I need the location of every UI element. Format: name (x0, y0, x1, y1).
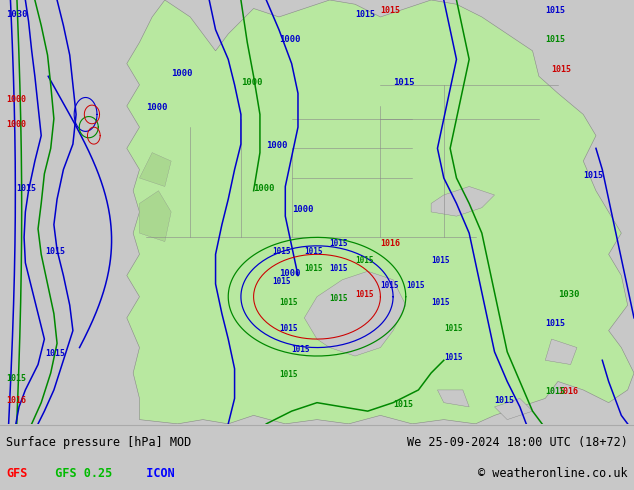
Polygon shape (495, 398, 533, 419)
Text: 1015: 1015 (545, 319, 566, 328)
Text: © weatheronline.co.uk: © weatheronline.co.uk (478, 467, 628, 480)
Polygon shape (304, 271, 406, 356)
Text: 1015: 1015 (380, 281, 399, 290)
Polygon shape (545, 339, 577, 365)
Text: 1000: 1000 (266, 141, 288, 150)
Text: 1015: 1015 (273, 277, 291, 286)
Text: 1015: 1015 (330, 294, 348, 303)
Text: 1015: 1015 (46, 247, 66, 256)
Text: 1015: 1015 (545, 387, 566, 396)
Text: 1015: 1015 (444, 323, 462, 333)
Text: 1015: 1015 (279, 298, 297, 307)
Text: 1015: 1015 (330, 264, 348, 273)
Polygon shape (127, 0, 634, 424)
Text: Surface pressure [hPa] MOD: Surface pressure [hPa] MOD (6, 436, 191, 449)
Text: 1000: 1000 (254, 184, 275, 193)
Text: 1000: 1000 (6, 120, 27, 129)
Text: 1015: 1015 (545, 6, 566, 15)
Text: 1015: 1015 (431, 298, 450, 307)
Polygon shape (139, 152, 171, 187)
Text: 1015: 1015 (355, 256, 373, 265)
Text: 1016: 1016 (380, 239, 401, 248)
Text: 1000: 1000 (279, 35, 301, 45)
Text: 1000: 1000 (279, 269, 301, 277)
Text: 1015: 1015 (279, 323, 297, 333)
Text: 1015: 1015 (273, 247, 291, 256)
Text: 1000: 1000 (292, 205, 313, 214)
Text: 1015: 1015 (6, 374, 27, 384)
Text: We 25-09-2024 18:00 UTC (18+72): We 25-09-2024 18:00 UTC (18+72) (407, 436, 628, 449)
Polygon shape (139, 191, 171, 242)
Text: 1015: 1015 (545, 35, 566, 45)
Text: 1016: 1016 (558, 387, 578, 396)
Text: 1015: 1015 (292, 345, 310, 354)
Text: 1015: 1015 (393, 400, 413, 409)
Text: 1015: 1015 (279, 370, 297, 379)
Text: 1016: 1016 (6, 395, 27, 405)
Text: 1015: 1015 (431, 256, 450, 265)
Text: 1015: 1015 (330, 239, 348, 248)
Polygon shape (437, 390, 469, 407)
Polygon shape (431, 187, 495, 216)
Text: GFS: GFS (6, 467, 28, 480)
Text: 1030: 1030 (558, 290, 579, 299)
Text: 1015: 1015 (495, 395, 515, 405)
Text: 1015: 1015 (583, 171, 604, 180)
Text: 1015: 1015 (355, 290, 373, 299)
Text: 1015: 1015 (355, 10, 375, 19)
Text: 1015: 1015 (380, 6, 401, 15)
Text: 1015: 1015 (444, 353, 462, 362)
Text: 1000: 1000 (146, 103, 167, 112)
Text: 1000: 1000 (6, 95, 27, 104)
Text: 1000: 1000 (171, 69, 193, 78)
Text: 1015: 1015 (393, 78, 415, 87)
Text: 1015: 1015 (16, 184, 36, 193)
Text: ICON: ICON (132, 467, 174, 480)
Text: 1015: 1015 (46, 349, 66, 358)
Text: 1030: 1030 (6, 10, 28, 19)
Text: 1015: 1015 (552, 65, 572, 74)
Text: 1015: 1015 (304, 264, 323, 273)
Text: 1000: 1000 (241, 78, 262, 87)
Text: 1015: 1015 (304, 247, 323, 256)
Text: 1015: 1015 (406, 281, 424, 290)
Text: GFS 0.25: GFS 0.25 (41, 467, 112, 480)
